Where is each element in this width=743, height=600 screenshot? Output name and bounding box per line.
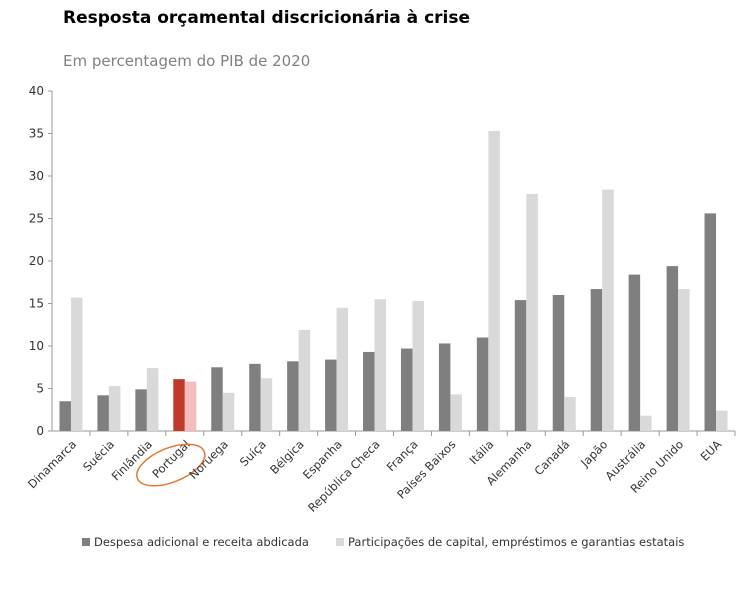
x-tick-label: França xyxy=(384,437,421,474)
bar-despesa xyxy=(211,367,223,431)
y-tick-label: 15 xyxy=(29,297,44,311)
bar-participacoes xyxy=(108,385,121,431)
y-tick-label: 35 xyxy=(29,127,44,141)
bar-despesa xyxy=(249,363,261,431)
bar-despesa xyxy=(135,389,147,431)
bar-participacoes xyxy=(488,130,500,431)
bar-despesa xyxy=(438,343,451,431)
x-tick-label: Japão xyxy=(577,437,610,470)
x-tick-label: Canadá xyxy=(532,437,573,478)
bar-participacoes xyxy=(716,410,728,431)
bar-participacoes xyxy=(70,297,83,431)
bar-participacoes xyxy=(184,381,197,431)
y-tick-label: 0 xyxy=(36,424,44,438)
bar-despesa xyxy=(59,401,71,431)
x-tick-label: Dinamarca xyxy=(25,437,79,491)
bar-participacoes xyxy=(602,189,614,431)
legend-swatch xyxy=(336,538,344,546)
bar-participacoes xyxy=(374,299,387,431)
legend-label: Despesa adicional e receita abdicada xyxy=(94,535,309,549)
bar-participacoes xyxy=(222,392,235,431)
bar-despesa xyxy=(476,337,489,431)
bar-despesa xyxy=(514,300,527,431)
x-tick-label: República Checa xyxy=(305,437,383,515)
y-tick-label: 40 xyxy=(29,84,44,98)
bar-despesa xyxy=(363,351,375,431)
bar-participacoes xyxy=(526,193,538,431)
y-tick-label: 10 xyxy=(29,339,44,353)
bar-despesa xyxy=(552,295,565,431)
bar-despesa xyxy=(704,213,717,431)
legend-label: Participações de capital, empréstimos e … xyxy=(348,535,684,549)
y-tick-label: 30 xyxy=(29,169,44,183)
bar-despesa xyxy=(590,289,603,431)
bar-participacoes xyxy=(298,329,311,431)
bar-participacoes xyxy=(260,378,273,431)
x-tick-label: Itália xyxy=(467,437,497,467)
highlight-ellipse xyxy=(136,443,206,487)
y-tick-label: 20 xyxy=(29,254,44,268)
bar-participacoes xyxy=(564,397,576,431)
chart-subtitle: Em percentagem do PIB de 2020 xyxy=(63,52,311,70)
bar-participacoes xyxy=(678,289,690,431)
bar-despesa xyxy=(173,379,185,431)
bar-despesa xyxy=(97,395,109,431)
y-tick-label: 25 xyxy=(29,212,44,226)
x-tick-label: Suécia xyxy=(80,437,117,474)
bar-despesa xyxy=(325,359,337,431)
x-tick-label: Suíça xyxy=(237,437,269,469)
bar-despesa xyxy=(400,348,413,431)
x-tick-label: Finlândia xyxy=(109,437,155,483)
bar-despesa xyxy=(287,361,299,431)
bar-participacoes xyxy=(336,307,349,431)
bar-participacoes xyxy=(412,300,424,431)
bar-despesa xyxy=(666,266,679,431)
bar-participacoes xyxy=(450,394,462,431)
chart-title: Resposta orçamental discricionária à cri… xyxy=(63,8,471,28)
x-tick-label: EUA xyxy=(698,437,725,464)
bar-despesa xyxy=(628,274,641,431)
bar-participacoes xyxy=(640,415,652,431)
y-tick-label: 5 xyxy=(36,382,44,396)
legend-swatch xyxy=(82,538,90,546)
bar-participacoes xyxy=(146,368,159,431)
